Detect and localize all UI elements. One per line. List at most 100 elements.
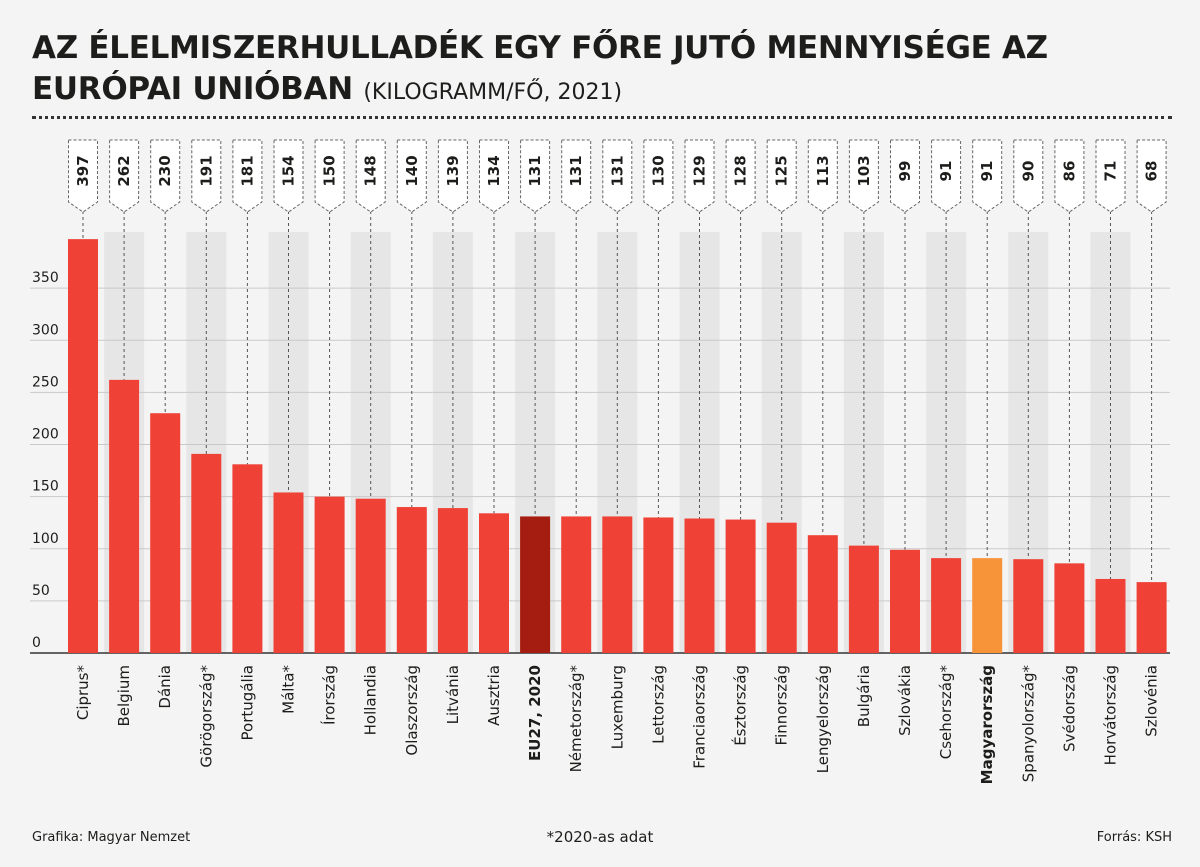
- data-label: 91: [978, 161, 996, 182]
- value-badge: [191, 139, 222, 213]
- value-badge: [1095, 139, 1126, 213]
- x-tick-label: Litvánia: [444, 665, 462, 724]
- value-badge: [396, 139, 427, 213]
- value-badge: [561, 139, 592, 213]
- value-badge: [725, 139, 756, 213]
- bar: [479, 513, 509, 653]
- bar: [602, 516, 633, 653]
- x-tick-label: Lettország: [649, 665, 667, 744]
- value-badge: [890, 139, 920, 213]
- x-tick-label: Horvátország: [1102, 665, 1120, 765]
- y-tick-label: 350: [32, 270, 59, 286]
- chart-title-main: AZ ÉLELMISZERHULLADÉK EGY FŐRE JUTÓ MENN…: [32, 30, 1048, 107]
- value-badge: [766, 139, 797, 213]
- bar: [1054, 563, 1085, 653]
- value-badge: [807, 139, 838, 213]
- data-label: 140: [403, 155, 421, 186]
- value-badge: [520, 139, 551, 213]
- value-badge: [109, 139, 140, 213]
- data-label: 130: [649, 155, 667, 186]
- x-tick-label: Olaszország: [403, 665, 421, 756]
- data-label: 191: [197, 155, 215, 186]
- value-badge: [232, 139, 263, 213]
- x-tick-label: EU27, 2020: [526, 665, 544, 761]
- data-label: 134: [485, 155, 503, 186]
- bar: [684, 518, 715, 653]
- value-badge: [150, 139, 181, 213]
- x-tick-label: Málta*: [280, 665, 298, 714]
- x-tick-label: Dánia: [156, 665, 174, 709]
- bar: [766, 522, 797, 653]
- bar: [1136, 582, 1167, 653]
- bar: [520, 516, 551, 653]
- graphics-credit: Grafika: Magyar Nemzet: [32, 830, 191, 845]
- y-tick-label: 100: [32, 531, 59, 547]
- x-tick-label: Görögország*: [197, 665, 215, 768]
- bar: [972, 558, 1003, 653]
- x-tick-label: Lengyelország: [814, 665, 832, 773]
- data-label: 68: [1143, 161, 1161, 182]
- x-tick-label: Portugália: [238, 665, 256, 740]
- bar: [1013, 559, 1044, 653]
- data-label: 131: [567, 155, 585, 186]
- data-label: 154: [280, 155, 298, 186]
- y-tick-label: 150: [32, 479, 59, 495]
- data-label: 113: [814, 155, 832, 186]
- value-badge: [602, 139, 633, 213]
- data-label: 103: [855, 155, 873, 186]
- bar: [931, 558, 962, 653]
- y-tick-label: 0: [32, 635, 41, 651]
- bar: [191, 453, 222, 653]
- source-credit: Forrás: KSH: [1096, 830, 1172, 845]
- data-label: 150: [321, 155, 339, 186]
- data-label: 71: [1102, 161, 1120, 182]
- data-label: 125: [773, 155, 791, 186]
- y-tick-label: 50: [32, 583, 50, 599]
- bar: [273, 492, 304, 653]
- data-label: 128: [732, 155, 750, 186]
- data-label: 129: [691, 155, 709, 186]
- y-tick-label: 200: [32, 427, 59, 443]
- value-badge: [273, 139, 304, 213]
- x-tick-label: Szlovákia: [896, 665, 914, 736]
- value-badge: [972, 139, 1003, 213]
- x-tick-label: Finnország: [773, 665, 791, 745]
- x-tick-label: Svédország: [1060, 665, 1078, 752]
- data-label: 90: [1019, 161, 1037, 182]
- data-label: 91: [937, 161, 955, 182]
- x-tick-label: Észtország: [731, 665, 750, 746]
- value-badge: [931, 139, 962, 213]
- data-label: 148: [362, 155, 380, 186]
- x-tick-label: Spanyolország*: [1019, 665, 1037, 783]
- data-label: 262: [115, 155, 133, 186]
- value-badge: [314, 139, 345, 213]
- x-tick-label: Magyarország: [978, 665, 996, 784]
- value-badge: [479, 139, 509, 213]
- bar: [355, 498, 386, 653]
- data-label: 139: [444, 155, 462, 186]
- value-badge: [1013, 139, 1044, 213]
- x-tick-label: Hollandia: [362, 665, 380, 735]
- value-badge: [848, 139, 879, 213]
- bar: [150, 413, 181, 653]
- y-tick-label: 300: [32, 322, 59, 338]
- bar: [68, 239, 98, 653]
- bar: [848, 545, 879, 653]
- chart-title-unit: (KILOGRAMM/FŐ, 2021): [363, 80, 623, 105]
- y-tick-label: 250: [32, 374, 59, 390]
- bar: [807, 535, 838, 653]
- x-tick-label: Belgium: [115, 665, 133, 727]
- x-tick-label: Németország*: [567, 665, 585, 773]
- bar: [314, 496, 345, 653]
- bar: [232, 464, 263, 653]
- bar: [643, 517, 674, 653]
- title-divider: [32, 116, 1172, 119]
- value-badge: [643, 139, 674, 213]
- data-label: 131: [608, 155, 626, 186]
- value-badge: [68, 139, 98, 213]
- chart-title: AZ ÉLELMISZERHULLADÉK EGY FŐRE JUTÓ MENN…: [32, 28, 1182, 113]
- x-tick-label: Bulgária: [855, 665, 873, 727]
- bar: [561, 516, 592, 653]
- bar: [396, 507, 427, 653]
